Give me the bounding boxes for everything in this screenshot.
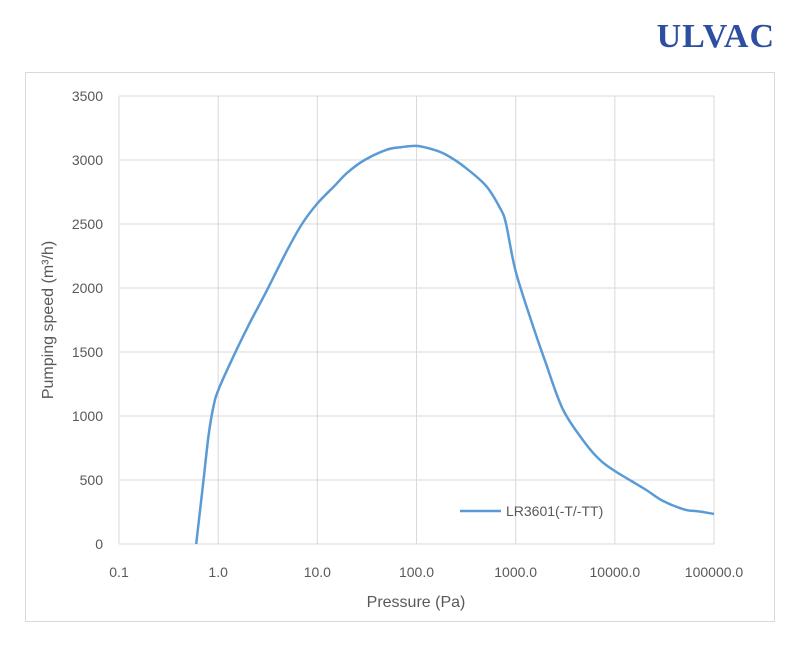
ulvac-logo: ULVAC — [656, 18, 775, 55]
x-tick-label: 1000.0 — [494, 564, 537, 580]
legend: LR3601(-T/-TT) — [460, 503, 603, 519]
y-tick-label: 2000 — [72, 280, 103, 296]
y-tick-label: 3500 — [72, 88, 103, 104]
x-tick-label: 0.1 — [109, 564, 129, 580]
x-tick-label: 100000.0 — [685, 564, 744, 580]
y-tick-label: 3000 — [72, 152, 103, 168]
x-axis-label: Pressure (Pa) — [367, 594, 466, 611]
x-tick-label: 10.0 — [304, 564, 331, 580]
y-tick-label: 500 — [80, 472, 104, 488]
y-axis-label: Pumping speed (m³/h) — [40, 241, 57, 399]
chart-frame — [25, 72, 775, 622]
y-tick-label: 1500 — [72, 344, 103, 360]
series-line — [194, 144, 715, 545]
y-tick-label: 2500 — [72, 216, 103, 232]
x-tick-label: 10000.0 — [590, 564, 641, 580]
chart-series — [194, 144, 715, 545]
legend-label: LR3601(-T/-TT) — [506, 503, 603, 519]
x-tick-label: 100.0 — [399, 564, 434, 580]
x-tick-label: 1.0 — [208, 564, 228, 580]
y-tick-label: 1000 — [72, 408, 103, 424]
axis-ticks: 0 500 1000 1500 2000 2500 3000 3500 0.1 1.0 10.0 10… — [72, 88, 744, 580]
y-tick-label: 0 — [95, 536, 103, 552]
chart-grid — [118, 95, 715, 545]
